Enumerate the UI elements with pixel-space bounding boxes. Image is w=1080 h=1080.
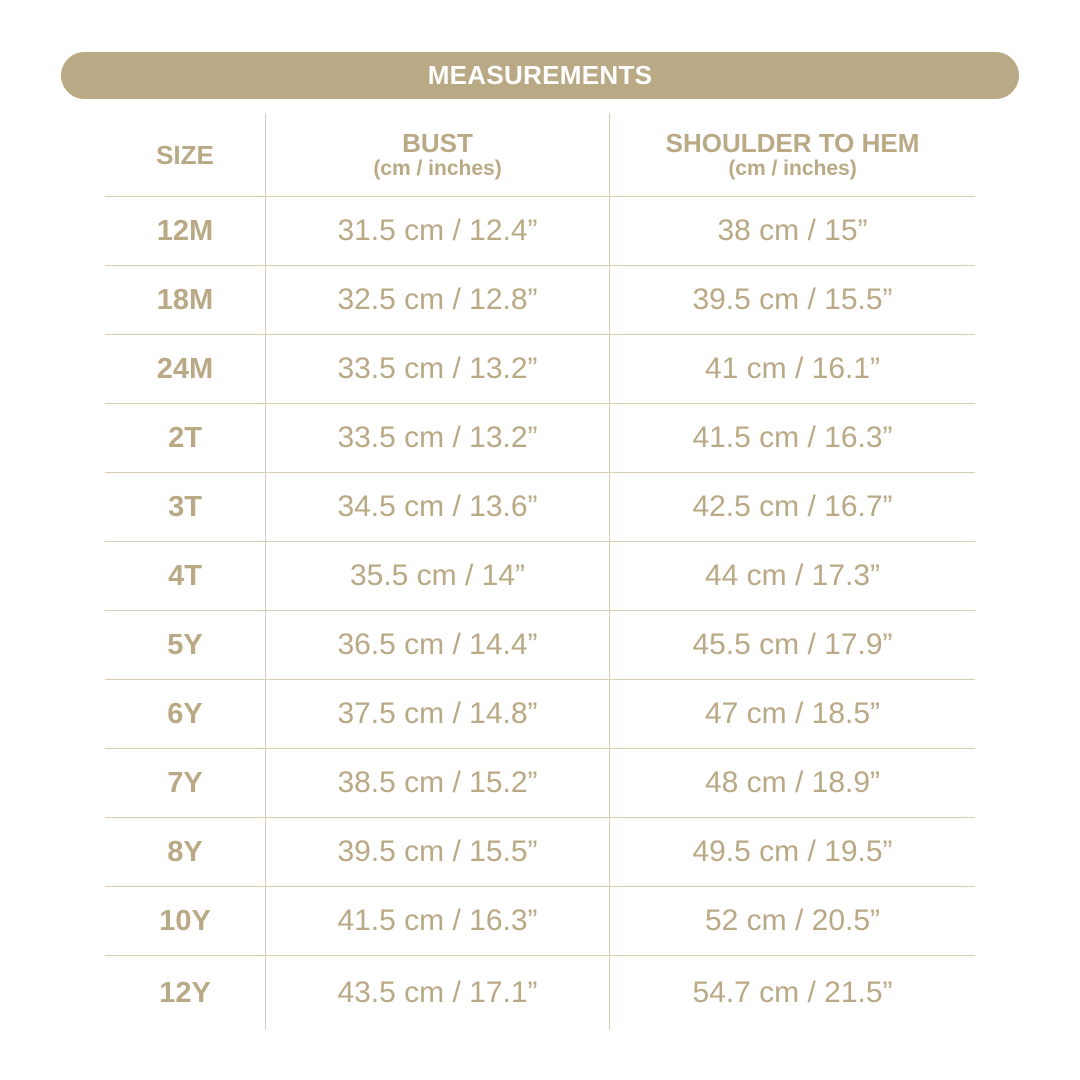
header-length-unit: (cm / inches) bbox=[728, 156, 857, 180]
table-row: 12M 31.5 cm / 12.4” 38 cm / 15” bbox=[105, 196, 975, 266]
length-cell: 39.5 cm / 15.5” bbox=[609, 265, 975, 335]
bust-cell: 43.5 cm / 17.1” bbox=[265, 955, 610, 1030]
table-header-row: SIZE BUST (cm / inches) SHOULDER TO HEM (c… bbox=[105, 113, 975, 197]
size-cell: 12M bbox=[105, 196, 266, 266]
length-cell: 42.5 cm / 16.7” bbox=[609, 472, 975, 542]
bust-cell: 39.5 cm / 15.5” bbox=[265, 817, 610, 887]
table-row: 4T 35.5 cm / 14” 44 cm / 17.3” bbox=[105, 541, 975, 611]
size-cell: 10Y bbox=[105, 886, 266, 956]
table-row: 18M 32.5 cm / 12.8” 39.5 cm / 15.5” bbox=[105, 265, 975, 335]
bust-cell: 34.5 cm / 13.6” bbox=[265, 472, 610, 542]
size-cell: 6Y bbox=[105, 679, 266, 749]
header-size: SIZE bbox=[105, 113, 266, 197]
bust-cell: 36.5 cm / 14.4” bbox=[265, 610, 610, 680]
header-size-label: SIZE bbox=[156, 139, 214, 170]
length-cell: 45.5 cm / 17.9” bbox=[609, 610, 975, 680]
length-cell: 49.5 cm / 19.5” bbox=[609, 817, 975, 887]
bust-cell: 37.5 cm / 14.8” bbox=[265, 679, 610, 749]
table-row: 24M 33.5 cm / 13.2” 41 cm / 16.1” bbox=[105, 334, 975, 404]
size-cell: 18M bbox=[105, 265, 266, 335]
length-cell: 47 cm / 18.5” bbox=[609, 679, 975, 749]
size-cell: 8Y bbox=[105, 817, 266, 887]
length-cell: 48 cm / 18.9” bbox=[609, 748, 975, 818]
size-cell: 3T bbox=[105, 472, 266, 542]
bust-cell: 35.5 cm / 14” bbox=[265, 541, 610, 611]
table-row: 8Y 39.5 cm / 15.5” 49.5 cm / 19.5” bbox=[105, 817, 975, 887]
bust-cell: 38.5 cm / 15.2” bbox=[265, 748, 610, 818]
header-bust: BUST (cm / inches) bbox=[265, 113, 610, 197]
header-bust-label: BUST bbox=[402, 127, 473, 158]
header-length-label: SHOULDER TO HEM bbox=[665, 127, 920, 158]
size-cell: 24M bbox=[105, 334, 266, 404]
header-length: SHOULDER TO HEM (cm / inches) bbox=[609, 113, 975, 197]
length-cell: 41 cm / 16.1” bbox=[609, 334, 975, 404]
header-bust-unit: (cm / inches) bbox=[373, 156, 502, 180]
measurements-banner: MEASUREMENTS bbox=[61, 52, 1019, 99]
bust-cell: 32.5 cm / 12.8” bbox=[265, 265, 610, 335]
table-row: 3T 34.5 cm / 13.6” 42.5 cm / 16.7” bbox=[105, 472, 975, 542]
size-chart-table: SIZE BUST (cm / inches) SHOULDER TO HEM (c… bbox=[105, 113, 975, 1030]
table-row: 10Y 41.5 cm / 16.3” 52 cm / 20.5” bbox=[105, 886, 975, 956]
length-cell: 41.5 cm / 16.3” bbox=[609, 403, 975, 473]
length-cell: 38 cm / 15” bbox=[609, 196, 975, 266]
size-cell: 4T bbox=[105, 541, 266, 611]
size-cell: 2T bbox=[105, 403, 266, 473]
length-cell: 54.7 cm / 21.5” bbox=[692, 976, 893, 1009]
bust-cell: 33.5 cm / 13.2” bbox=[265, 403, 610, 473]
table-row: 7Y 38.5 cm / 15.2” 48 cm / 18.9” bbox=[105, 748, 975, 818]
bust-cell: 41.5 cm / 16.3” bbox=[265, 886, 610, 956]
table-row: 5Y 36.5 cm / 14.4” 45.5 cm / 17.9” bbox=[105, 610, 975, 680]
bust-cell: 31.5 cm / 12.4” bbox=[265, 196, 610, 266]
size-cell: 5Y bbox=[105, 610, 266, 680]
table-row: 12Y 43.5 cm / 17.1” 54.7 cm / 21.5” bbox=[105, 955, 975, 1030]
length-cell: 52 cm / 20.5” bbox=[609, 886, 975, 956]
table-row: 2T 33.5 cm / 13.2” 41.5 cm / 16.3” bbox=[105, 403, 975, 473]
length-cell: 44 cm / 17.3” bbox=[609, 541, 975, 611]
bust-cell: 33.5 cm / 13.2” bbox=[265, 334, 610, 404]
size-cell: 12Y bbox=[105, 955, 266, 1030]
table-row: 6Y 37.5 cm / 14.8” 47 cm / 18.5” bbox=[105, 679, 975, 749]
size-cell: 7Y bbox=[105, 748, 266, 818]
